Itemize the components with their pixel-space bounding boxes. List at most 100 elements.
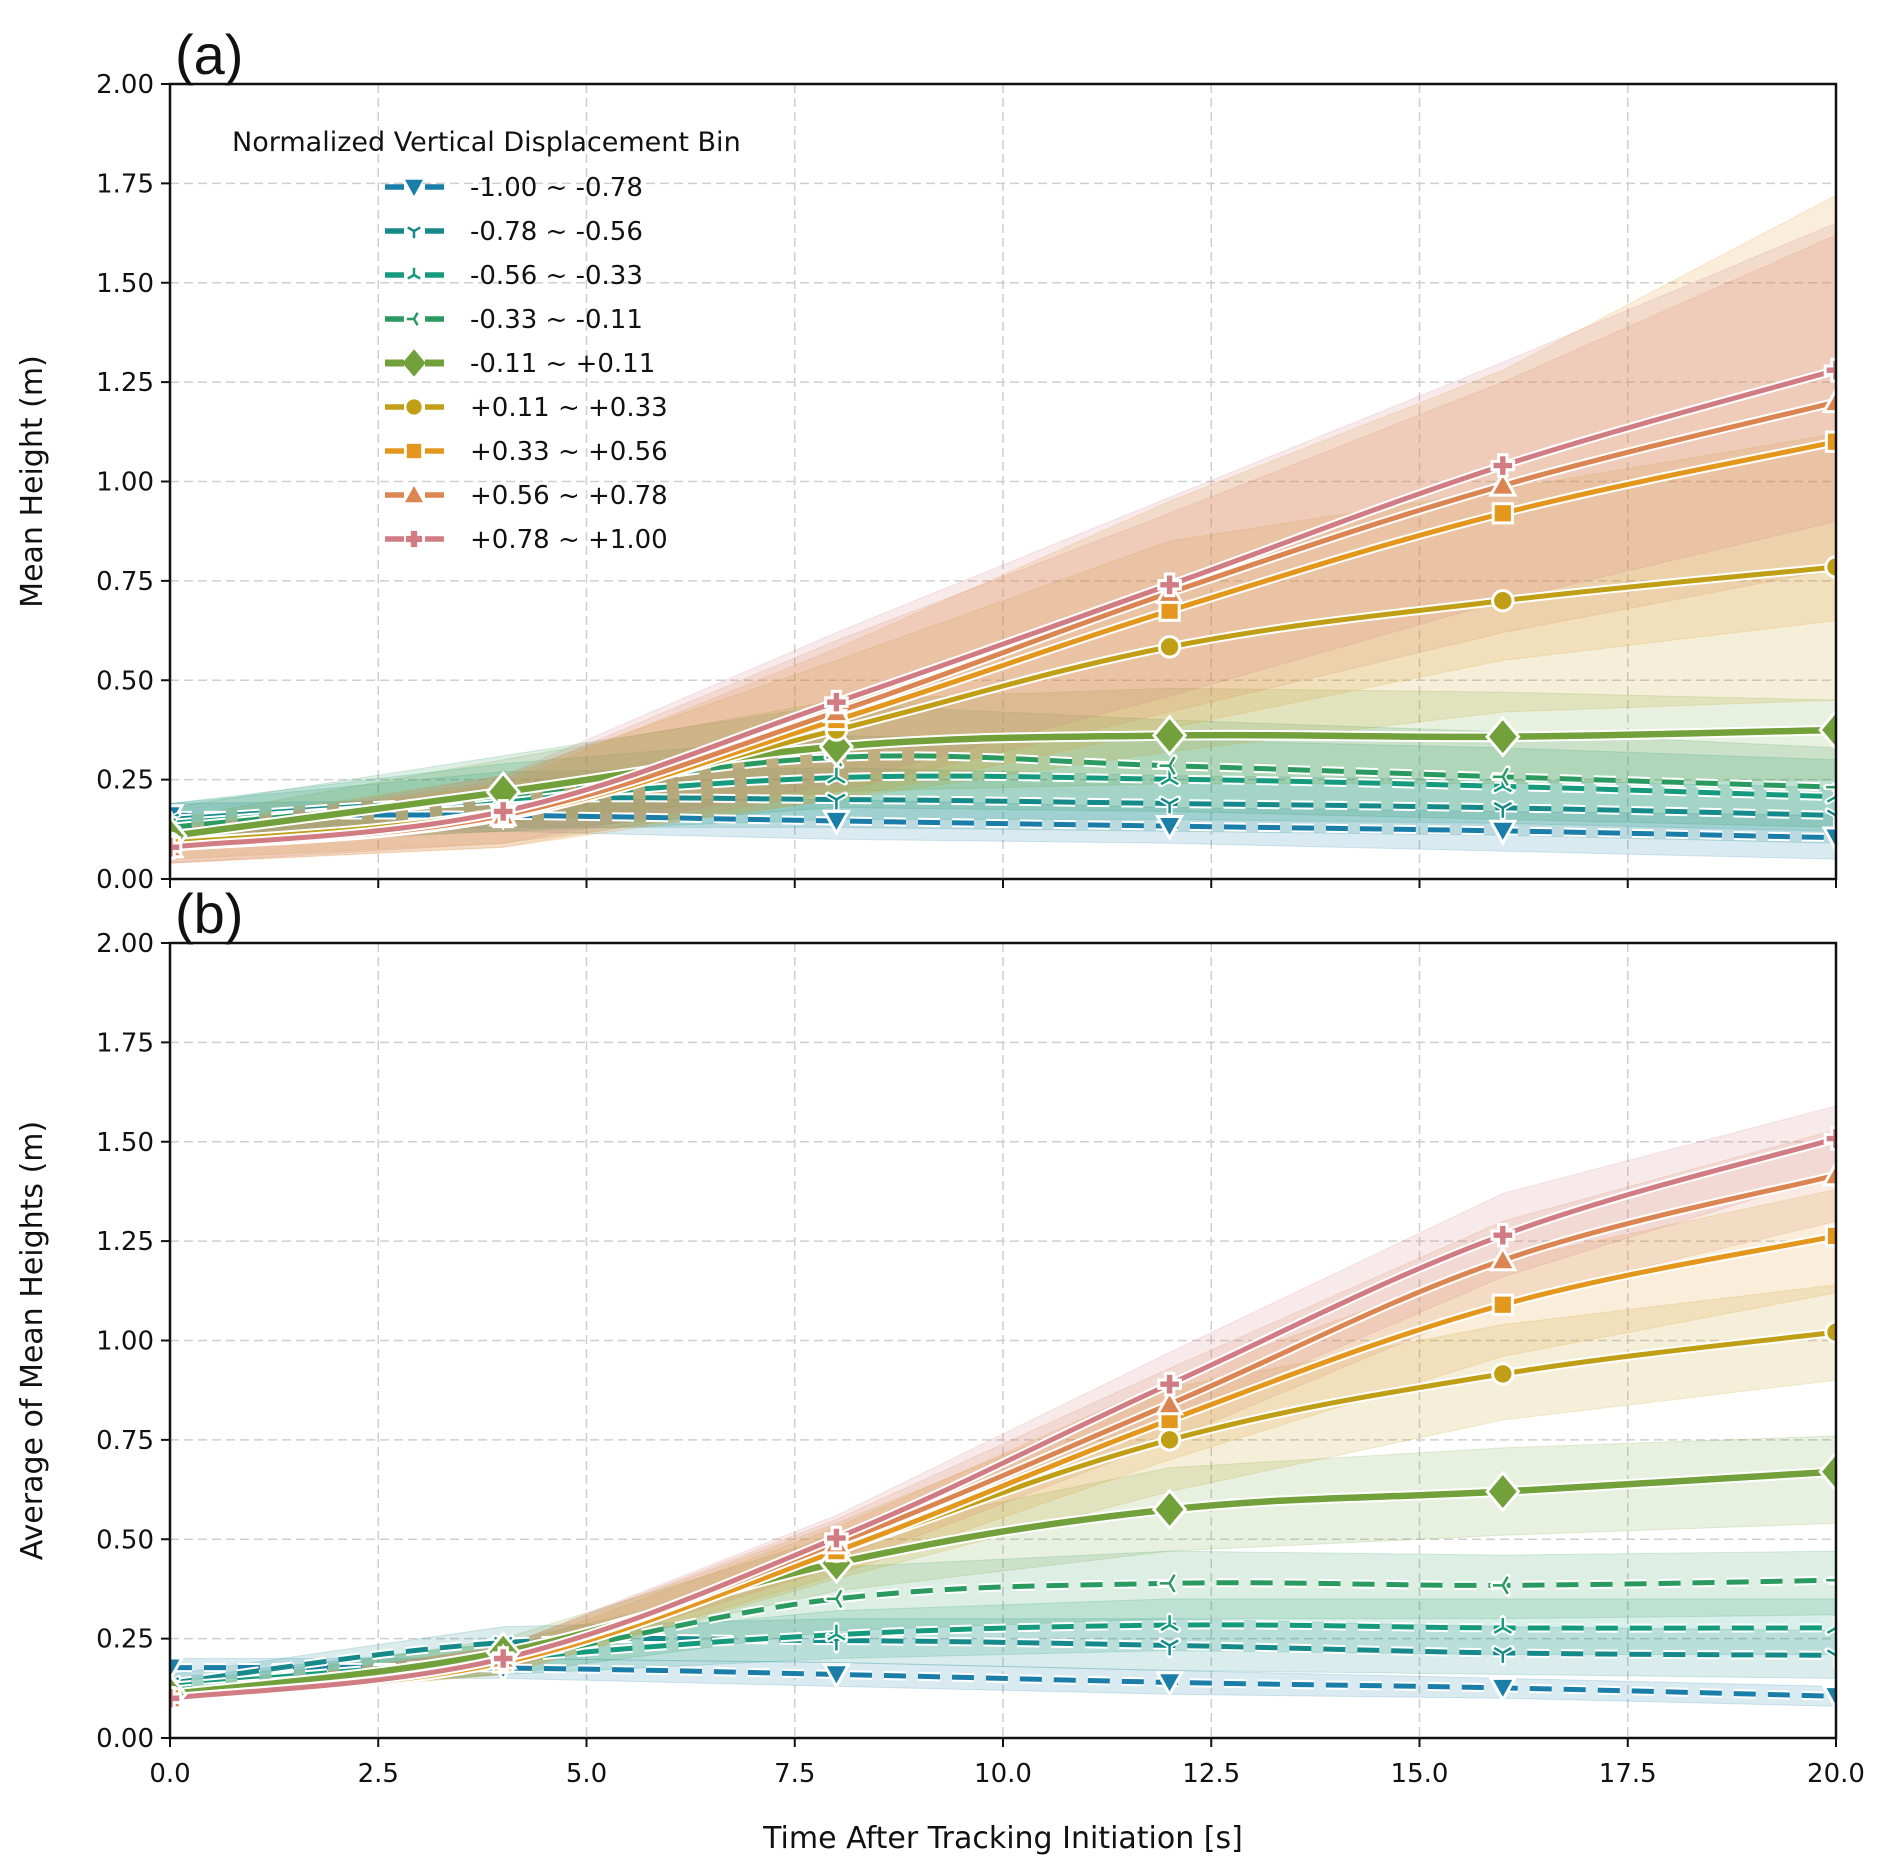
data-point <box>1821 1160 1836 1187</box>
marker-stroke <box>1493 785 1504 793</box>
marker-stroke <box>1835 1627 1836 1630</box>
marker-stroke <box>1501 767 1509 778</box>
legend-entry: -0.78 ~ -0.56 <box>385 217 643 247</box>
y-tick-label: 1.25 <box>96 1227 154 1257</box>
data-point <box>1821 386 1836 414</box>
panel-label: (a) <box>175 23 243 86</box>
data-point <box>1491 1614 1515 1636</box>
y-tick-label: 0.50 <box>96 666 154 696</box>
marker-stroke <box>1160 1624 1171 1632</box>
y-axis-title: Mean Height (m) <box>15 355 50 608</box>
y-tick-label: 0.25 <box>96 1625 154 1655</box>
data-point <box>823 1587 845 1611</box>
legend-label: +0.11 ~ +0.33 <box>470 393 668 423</box>
data-point <box>1155 815 1185 842</box>
marker-outline <box>1833 811 1836 819</box>
marker-outline <box>1833 1624 1836 1632</box>
data-point <box>824 1621 848 1643</box>
y-tick-label: 0.25 <box>96 766 154 796</box>
marker-stroke <box>1501 1584 1509 1595</box>
legend-entry: +0.33 ~ +0.56 <box>385 437 668 467</box>
data-point <box>1824 1320 1836 1344</box>
legend-label: -0.56 ~ -0.33 <box>470 261 643 291</box>
legend-marker <box>406 443 422 459</box>
marker-outline <box>170 1683 173 1690</box>
legend-title: Normalized Vertical Displacement Bin <box>232 127 741 158</box>
x-axis-title: Time After Tracking Initiation [s] <box>762 1821 1243 1856</box>
panel-b: 0.00 0.25 0.50 0.75 1.00 1.25 1.50 1.75 2.00 0.0 2… <box>15 882 1865 1856</box>
x-tick-label: 20.0 <box>1807 1759 1865 1789</box>
data-point <box>1821 826 1836 853</box>
data-point <box>824 791 848 813</box>
marker-stroke <box>835 1589 843 1600</box>
data-point <box>1485 715 1521 758</box>
marker-stroke <box>1501 776 1509 787</box>
legend-entry: +0.78 ~ +1.00 <box>385 525 668 555</box>
plot-area <box>170 194 1836 864</box>
marker-stroke <box>1160 797 1171 805</box>
data-point <box>1158 795 1182 817</box>
legend-label: -0.33 ~ -0.11 <box>470 305 643 335</box>
marker-stroke <box>1168 778 1179 786</box>
legend: Normalized Vertical Displacement Bin -1.0… <box>232 127 741 555</box>
series-line <box>170 1468 1836 1698</box>
marker-stroke <box>835 1633 846 1641</box>
y-tick-label: 1.50 <box>96 269 154 299</box>
marker-outline <box>1833 793 1836 801</box>
legend-label: +0.33 ~ +0.56 <box>470 437 668 467</box>
data-point <box>1490 453 1516 478</box>
marker-stroke <box>1168 1574 1176 1584</box>
y-tick-label: 2.00 <box>96 929 154 959</box>
data-point <box>1824 430 1836 453</box>
data-point <box>490 1646 516 1671</box>
data-point <box>170 1656 185 1683</box>
data-point <box>1823 781 1836 794</box>
legend-label: +0.78 ~ +1.00 <box>470 525 668 555</box>
marker-stroke <box>1502 785 1512 793</box>
y-tick-label: 2.00 <box>96 70 154 100</box>
legend-marker <box>405 486 423 503</box>
data-point <box>1823 357 1836 383</box>
data-point <box>1488 1676 1518 1704</box>
marker-stroke <box>1502 1646 1512 1655</box>
marker-stroke <box>827 793 838 801</box>
marker-stroke <box>1835 1653 1836 1656</box>
marker-stroke <box>1501 1576 1509 1586</box>
x-tick-label: 12.5 <box>1182 1759 1240 1789</box>
data-point <box>824 1525 849 1551</box>
data-point <box>1491 1293 1514 1316</box>
marker-stroke <box>827 776 838 784</box>
marker-stroke <box>170 823 171 825</box>
data-point <box>1155 1671 1185 1698</box>
data-point <box>1158 599 1181 622</box>
data-point <box>1491 799 1515 821</box>
legend-entry: -0.33 ~ -0.11 <box>385 305 643 335</box>
marker-stroke <box>407 273 415 280</box>
y-axis-title: Average of Mean Heights (m) <box>15 1121 50 1560</box>
y-tick-label: 1.75 <box>96 169 154 199</box>
marker-stroke <box>170 1681 171 1684</box>
data-point <box>1158 1637 1182 1659</box>
marker-outline <box>170 820 173 827</box>
marker-stroke <box>1168 1582 1176 1593</box>
marker-stroke <box>1826 1649 1836 1657</box>
marker-stroke <box>170 817 171 820</box>
panel-a: 0.00 0.25 0.50 0.75 1.00 1.25 1.50 1.75 2.00 Mean… <box>15 23 1838 895</box>
data-point <box>1489 1573 1511 1597</box>
marker-stroke <box>412 312 419 320</box>
marker-stroke <box>1160 778 1171 786</box>
marker-stroke <box>1168 756 1176 767</box>
data-point <box>1491 1644 1515 1666</box>
marker-stroke <box>413 273 421 280</box>
data-point <box>1824 1647 1836 1669</box>
data-point <box>1823 1126 1836 1151</box>
data-point <box>1490 1222 1516 1248</box>
data-point <box>1157 635 1182 659</box>
y-tick-label: 1.00 <box>96 468 154 498</box>
marker-stroke <box>1835 813 1836 816</box>
data-point <box>1158 1612 1182 1634</box>
marker-stroke <box>1493 1626 1504 1634</box>
y-tick-label: 1.75 <box>96 1028 154 1058</box>
marker-stroke <box>835 793 846 801</box>
